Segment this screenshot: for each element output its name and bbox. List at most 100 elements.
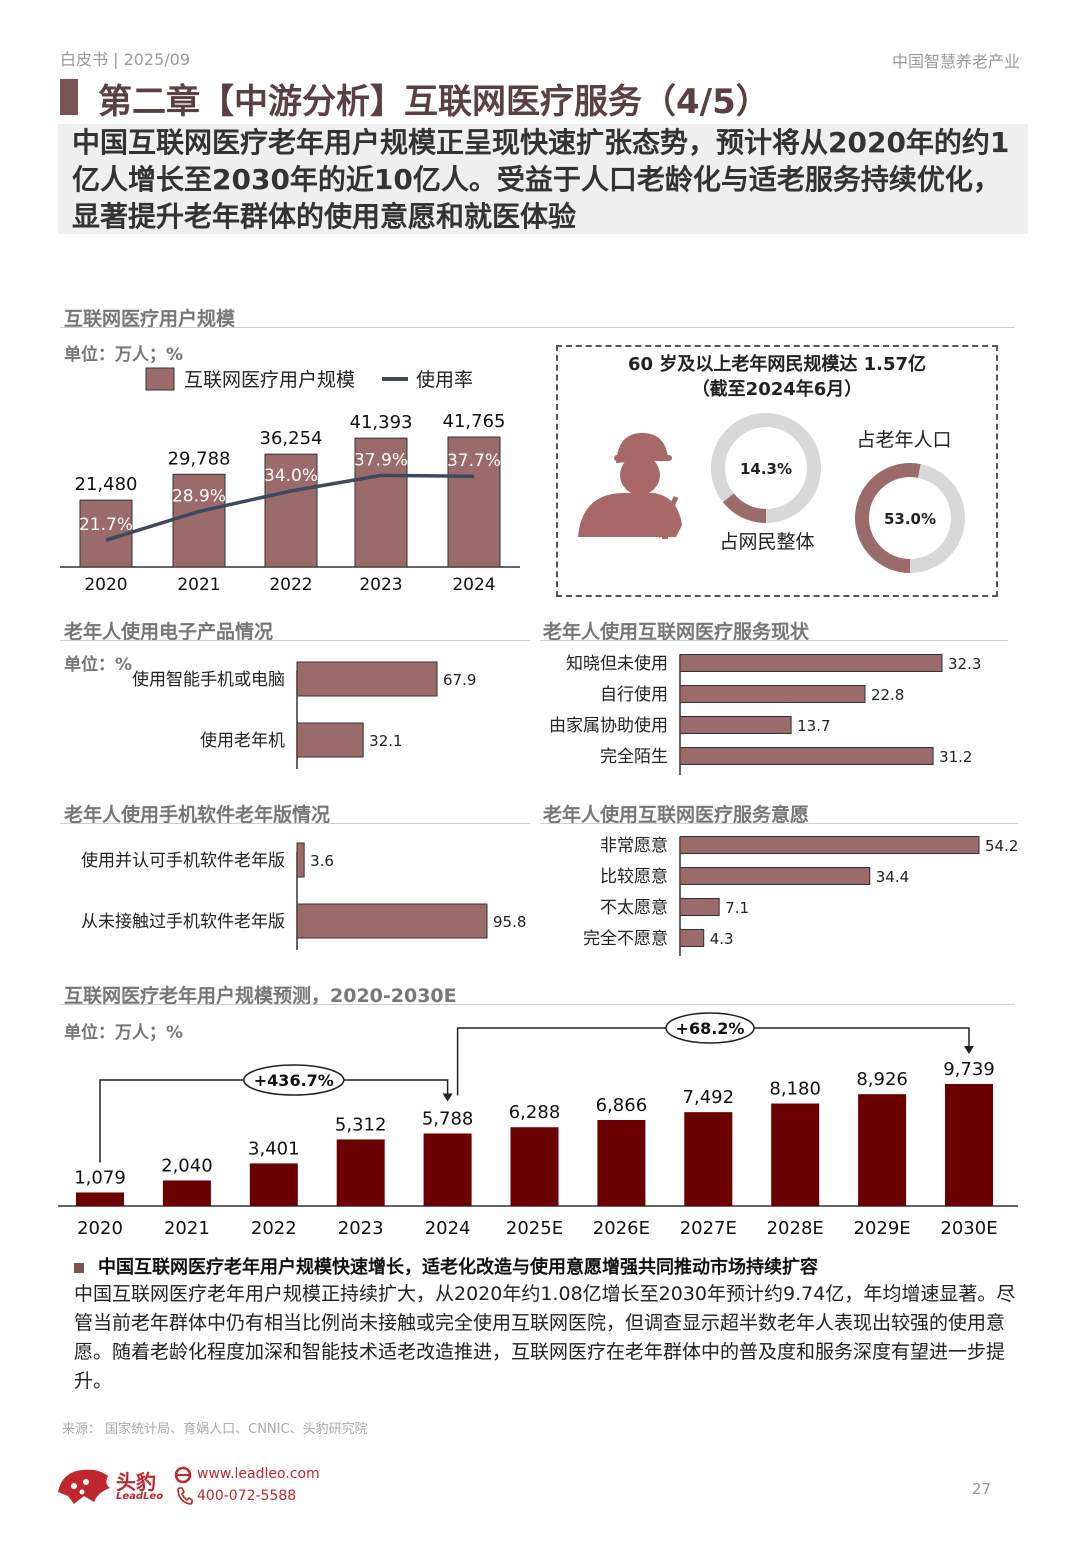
bar-category-label: 完全不愿意	[583, 929, 668, 949]
website-link[interactable]: www.leadleo.com	[197, 1466, 320, 1482]
forecast-value-label: 3,401	[248, 1138, 300, 1159]
bar-value-label: 36,254	[260, 428, 323, 449]
forecast-bar	[771, 1103, 820, 1206]
section-divider	[540, 823, 1018, 824]
hbar	[679, 929, 705, 947]
hbar	[296, 661, 438, 697]
hbar	[296, 842, 305, 878]
forecast-x-tick-label: 2023	[338, 1218, 384, 1239]
willingness-chart: 非常愿意 54.2 比较愿意 34.4 不太愿意 7.1 完全不愿意 4.3	[583, 836, 1018, 956]
arrow-head	[442, 1093, 453, 1102]
section-title-forecast: 互联网医疗老年用户规模预测，2020-2030E	[64, 985, 457, 1007]
box-title: 60 岁及以上老年网民规模达 1.57亿	[628, 354, 926, 375]
bar-category-label: 自行使用	[600, 684, 668, 705]
unit-label: 单位：万人；%	[64, 345, 184, 365]
unit-label-forecast: 单位：万人；%	[64, 1023, 184, 1043]
x-tick-label: 2024	[452, 575, 495, 595]
forecast-x-tick-label: 2024	[425, 1218, 471, 1239]
industry-tag: 中国智慧养老产业	[891, 52, 1020, 71]
devices-chart: 使用智能手机或电脑 67.9 使用老年机 32.1	[132, 661, 476, 769]
forecast-value-label: 7,492	[683, 1087, 735, 1108]
donut2-caption: 占老年人口	[856, 429, 951, 451]
forecast-bar	[162, 1180, 211, 1206]
contact-icons	[174, 1466, 193, 1505]
forecast-bar	[249, 1163, 298, 1206]
bar-category-label: 使用老年机	[200, 730, 285, 751]
legend-label-line: 使用率	[416, 369, 473, 391]
section-title-devices: 老年人使用电子产品情况	[64, 621, 274, 643]
forecast-bar	[336, 1139, 385, 1206]
donut1-caption: 占网民整体	[719, 531, 814, 553]
bar-category-label: 非常愿意	[600, 836, 668, 856]
hbar	[679, 685, 866, 703]
forecast-value-label: 8,926	[856, 1069, 908, 1090]
hbar-value-label: 31.2	[939, 748, 972, 766]
forecast-bar	[510, 1127, 559, 1206]
usage-rate-label: 28.9%	[172, 486, 226, 506]
page-number: 27	[972, 1480, 992, 1498]
donut-netizen-value: 14.3%	[740, 460, 792, 478]
hbar-value-label: 3.6	[310, 852, 334, 870]
hbar-value-label: 32.1	[369, 732, 402, 750]
bar-category-label: 完全陌生	[600, 747, 668, 767]
logo-text: 头豹	[116, 1470, 156, 1494]
bar-value-label: 41,393	[350, 412, 413, 433]
usage-rate-line	[105, 473, 475, 542]
usage-rate-label: 37.7%	[447, 451, 501, 471]
elderly-person-icon	[578, 433, 682, 539]
forecast-x-tick-label: 2020	[77, 1218, 123, 1239]
legend-swatch-bar	[145, 367, 175, 391]
usage-rate-label: 34.0%	[264, 466, 318, 486]
hbar	[296, 722, 364, 758]
hbar-value-label: 54.2	[985, 837, 1018, 855]
hbar	[679, 867, 871, 885]
bar-category-label: 使用智能手机或电脑	[132, 669, 285, 690]
section-title-willing: 老年人使用互联网医疗服务意愿	[543, 804, 810, 826]
logo-subtext: LeadLeo	[116, 1491, 164, 1502]
status-chart: 知晓但未使用 32.3 自行使用 22.8 由家属协助使用 13.7 完全陌生 31.2	[549, 653, 981, 775]
forecast-bar	[597, 1119, 646, 1206]
leopard-logo-icon	[58, 1469, 110, 1504]
phone-number: 400-072-5588	[197, 1488, 297, 1504]
forecast-x-tick-label: 2021	[164, 1218, 210, 1239]
report-tag: 白皮书 | 2025/09	[60, 50, 191, 69]
forecast-value-label: 6,288	[509, 1102, 561, 1123]
forecast-x-tick-label: 2027E	[680, 1218, 737, 1239]
chapter-title: 第二章【中游分析】互联网医疗服务（4/5）	[98, 82, 770, 122]
forecast-value-label: 5,788	[422, 1108, 474, 1129]
hbar-value-label: 95.8	[493, 913, 526, 931]
forecast-x-tick-label: 2029E	[854, 1218, 911, 1239]
forecast-value-label: 1,079	[74, 1167, 126, 1188]
section-title-status: 老年人使用互联网医疗服务现状	[543, 621, 810, 643]
bullet-square	[74, 1263, 84, 1273]
source-note: 来源： 国家统计局、育娲人口、CNNIC、头豹研究院	[62, 1422, 368, 1437]
forecast-value-label: 2,040	[161, 1155, 213, 1176]
bar-category-label: 不太愿意	[600, 898, 668, 918]
forecast-value-label: 6,866	[596, 1095, 648, 1116]
growth-label-1: +436.7%	[254, 1071, 334, 1090]
bar-category-label: 由家属协助使用	[549, 715, 668, 736]
x-tick-label: 2023	[359, 575, 402, 595]
conclusion-heading: 中国互联网医疗老年用户规模快速增长，适老化改造与使用意愿增强共同推动市场持续扩容	[74, 1253, 818, 1279]
hbar-value-label: 4.3	[710, 930, 734, 948]
forecast-bar	[684, 1112, 733, 1206]
hbar-value-label: 7.1	[725, 899, 749, 917]
summary-box: 中国互联网医疗老年用户规模正呈现快速扩张态势，预计将从2020年的约1亿人增长至…	[58, 124, 1028, 234]
hbar-value-label: 13.7	[797, 717, 830, 735]
user-scale-chart: 互联网医疗用户规模 使用率 21,480 2020 29,788 2021 36,254…	[60, 367, 520, 595]
donut-elderly-arc	[855, 463, 965, 573]
growth-label-2: +68.2%	[676, 1019, 745, 1038]
donut-netizen-arc	[711, 413, 821, 523]
conclusion-body: 中国互联网医疗老年用户规模正持续扩大，从2020年约1.08亿增长至2030年预…	[74, 1283, 1016, 1392]
forecast-chart: 1,079 2020 2,040 2021 3,401 2022 5,312 2023 5,78…	[58, 1012, 1018, 1239]
bar-value-label: 41,765	[443, 411, 506, 432]
hbar	[679, 654, 943, 672]
x-tick-label: 2020	[84, 575, 127, 595]
bar-user-scale	[447, 436, 501, 568]
x-tick-label: 2022	[269, 575, 312, 595]
section-divider	[540, 640, 1008, 641]
box-subtitle: （截至2024年6月）	[691, 379, 863, 400]
bar-value-label: 21,480	[75, 474, 138, 495]
phone-icon	[177, 1487, 193, 1505]
forecast-x-tick-label: 2028E	[767, 1218, 824, 1239]
